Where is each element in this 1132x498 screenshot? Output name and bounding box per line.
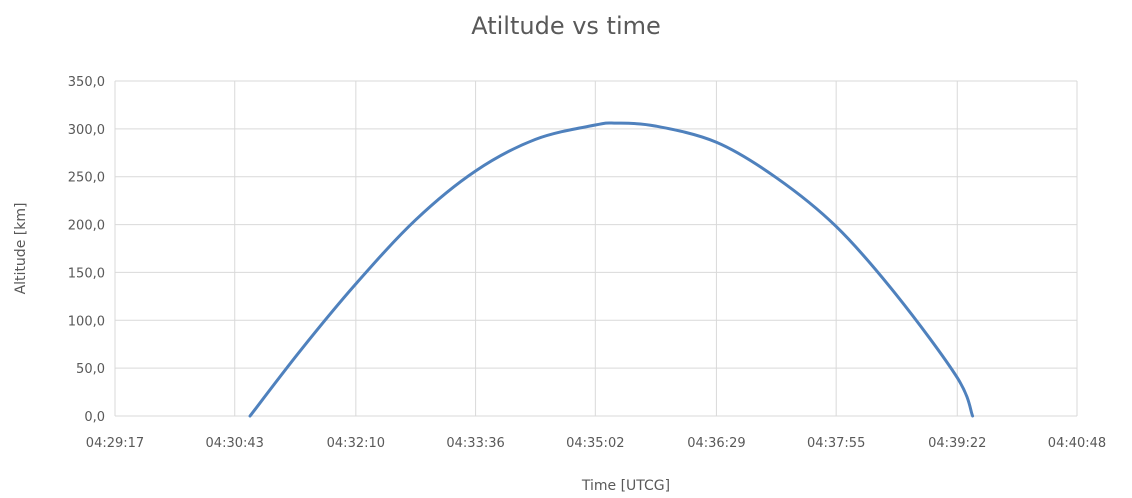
- x-tick-label: 04:40:48: [1048, 436, 1106, 451]
- altitude-series-line: [248, 121, 975, 418]
- y-tick-label: 350,0: [68, 75, 105, 90]
- chart-title: Atiltude vs time: [471, 12, 661, 40]
- y-tick-label: 300,0: [68, 123, 105, 138]
- y-tick-label: 100,0: [68, 314, 105, 329]
- x-tick-label: 04:35:02: [566, 436, 624, 451]
- y-tick-label: 250,0: [68, 171, 105, 186]
- y-tick-label: 150,0: [68, 266, 105, 281]
- y-tick-label: 200,0: [68, 219, 105, 234]
- x-tick-label: 04:37:55: [807, 436, 865, 451]
- x-axis-title: Time [UTCG]: [581, 478, 670, 494]
- x-tick-label: 04:32:10: [327, 436, 385, 451]
- x-tick-label: 04:30:43: [206, 436, 264, 451]
- x-tick-label: 04:39:22: [928, 436, 986, 451]
- x-tick-label: 04:29:17: [86, 436, 144, 451]
- x-tick-label: 04:36:29: [687, 436, 745, 451]
- y-tick-label: 50,0: [76, 362, 105, 377]
- y-axis-title: Altitude [km]: [13, 203, 29, 295]
- y-tick-label: 0,0: [84, 410, 105, 425]
- x-tick-label: 04:33:36: [446, 436, 504, 451]
